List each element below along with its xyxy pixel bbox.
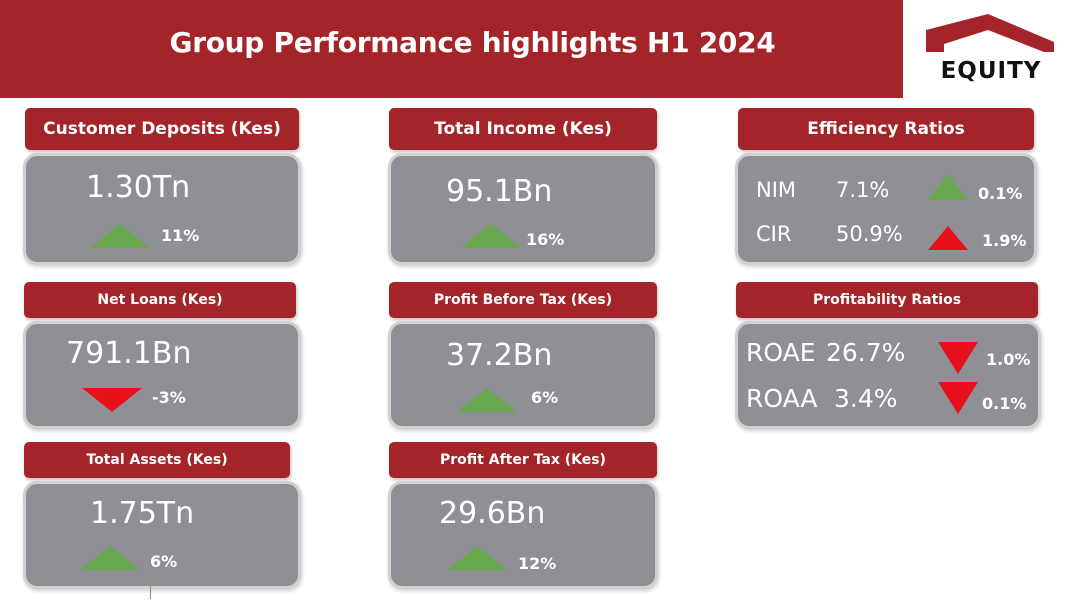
up-arrow-icon — [461, 224, 521, 248]
income-card: 95.1Bn 16% — [388, 153, 658, 265]
assets-value: 1.75Tn — [90, 496, 195, 531]
logo-text: EQUITY — [940, 58, 1042, 84]
up-arrow-icon — [447, 546, 507, 570]
pat-card: 29.6Bn 12% — [388, 481, 658, 589]
up-arrow-icon — [457, 388, 517, 412]
house-roof-icon — [926, 14, 1054, 52]
loans-change: -3% — [152, 388, 186, 407]
efficiency-card: NIM 7.1% 0.1% CIR 50.9% 1.9% — [735, 153, 1037, 265]
loans-value: 791.1Bn — [66, 336, 192, 371]
pbt-value: 37.2Bn — [446, 338, 553, 373]
pat-label: Profit After Tax (Kes) — [389, 442, 657, 478]
pat-change: 12% — [518, 554, 557, 573]
deposits-value: 1.30Tn — [86, 170, 191, 205]
nim-value: 7.1% — [836, 178, 890, 202]
income-value: 95.1Bn — [446, 174, 553, 209]
loans-card: 791.1Bn -3% — [23, 321, 301, 429]
assets-label: Total Assets (Kes) — [24, 442, 290, 478]
cir-change: 1.9% — [982, 231, 1027, 250]
pbt-label: Profit Before Tax (Kes) — [389, 282, 657, 318]
roaa-name: ROAA — [746, 384, 818, 413]
down-arrow-icon — [82, 388, 142, 412]
pat-value: 29.6Bn — [439, 496, 546, 531]
profitability-card: ROAE 26.7% 1.0% ROAA 3.4% 0.1% — [735, 321, 1041, 429]
loans-label: Net Loans (Kes) — [24, 282, 296, 318]
income-label: Total Income (Kes) — [389, 108, 657, 150]
roae-name: ROAE — [746, 338, 816, 367]
up-arrow-red-icon — [928, 226, 968, 250]
down-arrow-icon — [938, 382, 978, 414]
income-change: 16% — [526, 230, 565, 249]
cir-value: 50.9% — [836, 222, 903, 246]
assets-card: 1.75Tn 6% — [23, 481, 301, 589]
deposits-label: Customer Deposits (Kes) — [25, 108, 299, 150]
roae-change: 1.0% — [986, 350, 1031, 369]
roaa-value: 3.4% — [834, 384, 898, 413]
assets-change: 6% — [150, 552, 178, 571]
header-banner — [0, 0, 903, 98]
page-title: Group Performance highlights H1 2024 — [169, 26, 776, 59]
down-arrow-icon — [938, 342, 978, 374]
pbt-card: 37.2Bn 6% — [388, 321, 658, 429]
divider-line — [150, 585, 151, 599]
pbt-change: 6% — [531, 388, 559, 407]
roae-value: 26.7% — [826, 338, 906, 367]
deposits-change: 11% — [161, 226, 200, 245]
deposits-card: 1.30Tn 11% — [23, 153, 301, 265]
profitability-label: Profitability Ratios — [736, 282, 1038, 318]
up-arrow-icon — [928, 174, 968, 200]
cir-name: CIR — [756, 222, 792, 246]
nim-change: 0.1% — [978, 184, 1023, 203]
efficiency-label: Efficiency Ratios — [738, 108, 1034, 150]
nim-name: NIM — [756, 178, 797, 202]
equity-logo: EQUITY — [926, 12, 1056, 84]
up-arrow-icon — [90, 224, 150, 248]
up-arrow-icon — [80, 546, 140, 570]
roaa-change: 0.1% — [982, 394, 1027, 413]
